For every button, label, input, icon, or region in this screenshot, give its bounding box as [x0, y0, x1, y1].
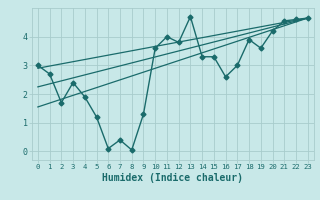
X-axis label: Humidex (Indice chaleur): Humidex (Indice chaleur)	[102, 173, 243, 183]
